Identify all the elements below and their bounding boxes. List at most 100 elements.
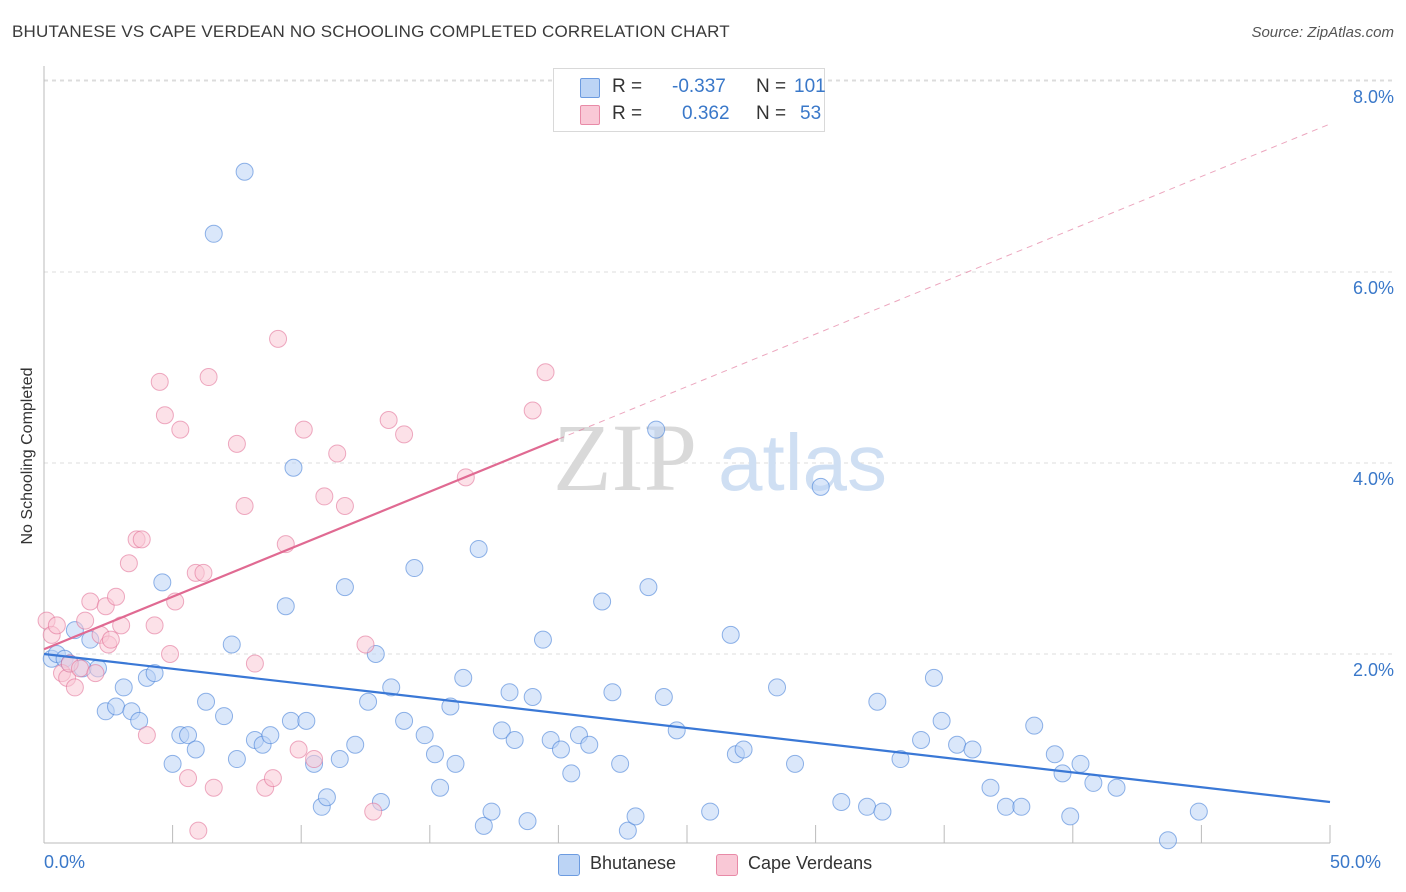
bhutanese-point [492, 721, 511, 740]
bhutanese-point [768, 678, 787, 697]
bhutanese-point [1025, 716, 1044, 735]
bhutanese-point [395, 711, 414, 730]
cape-verdean-point [227, 434, 246, 453]
cape-verdean-point [235, 496, 254, 515]
bhutanese-point [811, 477, 830, 496]
bhutanese-point [1084, 773, 1103, 792]
bhutanese-point [1107, 778, 1126, 797]
bhutanese-point [215, 707, 234, 726]
bhutanese-point [197, 692, 216, 711]
cape-verdean-point [145, 616, 164, 635]
cape-verdean-point [71, 659, 90, 678]
bhutanese-point [297, 711, 316, 730]
bhutanese-point [611, 754, 630, 773]
bhutanese-point [868, 692, 887, 711]
bhutanese-point [281, 711, 300, 730]
cape-verdean-trend-line [43, 438, 559, 651]
bhutanese-point [382, 678, 401, 697]
y-tick-label-8: 8.0% [1352, 87, 1394, 107]
cape-verdean-point [101, 630, 120, 649]
bhutanese-point [580, 735, 599, 754]
bhutanese-point [858, 797, 877, 816]
cape-verdean-point [315, 487, 334, 506]
y-tick-label-6: 6.0% [1352, 278, 1394, 298]
x-tick-label-max: 50.0% [1330, 852, 1382, 872]
bottom-legend-swatch-bhutanese [558, 854, 580, 876]
bhutanese-point [425, 745, 444, 764]
bhutanese-point [482, 802, 501, 821]
cape-verdean-point [523, 401, 542, 420]
legend-n-label: N = [756, 76, 787, 97]
cape-verdean-point [137, 726, 156, 745]
cape-verdean-point [161, 645, 180, 663]
bhutanese-point [235, 162, 254, 181]
bhutanese-point [1061, 807, 1080, 826]
legend-n-label: N = [756, 103, 787, 124]
cape-verdean-point [245, 654, 264, 673]
bhutanese-point [474, 816, 493, 835]
cape-verdean-point [356, 635, 375, 654]
legend-r-label: R = [612, 76, 643, 97]
bhutanese-point [261, 726, 280, 745]
bhutanese-point [330, 750, 349, 769]
bhutanese-point [454, 668, 473, 687]
bhutanese-point [1189, 802, 1208, 821]
cape-verdean-point [379, 411, 398, 430]
bhutanese-point [647, 420, 666, 439]
bhutanese-point [721, 625, 740, 644]
bhutanese-point [1053, 764, 1072, 783]
cape-verdean-point [294, 420, 313, 439]
bhutanese-point [359, 692, 378, 711]
legend-n-value-bhutanese: 101 [794, 76, 826, 97]
bhutanese-point [1045, 745, 1064, 764]
bhutanese-point [227, 750, 246, 769]
bhutanese-point [603, 683, 622, 702]
bhutanese-point [551, 740, 570, 759]
cape-verdean-point [171, 420, 190, 439]
cape-verdean-point [194, 563, 213, 582]
cape-verdean-trend-extension [558, 123, 1331, 440]
bhutanese-point [912, 730, 931, 749]
cape-verdean-point [269, 329, 288, 348]
bhutanese-point [1158, 831, 1177, 850]
cape-verdean-point [204, 778, 223, 797]
cape-verdean-point [536, 363, 555, 382]
cape-verdean-point [47, 616, 66, 635]
cape-verdean-point [107, 587, 126, 606]
cape-verdean-point [364, 802, 383, 821]
cape-verdean-point [289, 740, 308, 759]
bhutanese-point [932, 711, 951, 730]
bhutanese-point [593, 592, 612, 611]
cape-verdean-point [76, 611, 95, 630]
bhutanese-point [222, 635, 241, 654]
bhutanese-point [948, 735, 967, 754]
bhutanese-point [114, 678, 133, 697]
bhutanese-point [415, 726, 434, 745]
cape-verdean-point [132, 530, 151, 549]
bhutanese-point [1012, 797, 1031, 816]
bhutanese-point [639, 578, 658, 597]
bhutanese-point [533, 630, 552, 649]
bhutanese-point [1071, 754, 1090, 773]
legend-swatch-bhutanese [580, 78, 600, 98]
cape-verdean-point [395, 425, 414, 444]
bhutanese-point [107, 697, 126, 716]
bhutanese-point [832, 793, 851, 812]
bhutanese-point [518, 812, 537, 831]
legend-r-label: R = [612, 103, 643, 124]
bhutanese-point [523, 687, 542, 706]
bhutanese-point [963, 740, 982, 759]
bhutanese-point [405, 559, 424, 578]
y-tick-label-2: 2.0% [1352, 660, 1394, 680]
bhutanese-trend-line [43, 652, 1331, 804]
bhutanese-point [284, 458, 303, 477]
legend-swatch-cape-verdeans [580, 105, 600, 125]
correlation-legend: R = -0.337 N = 101 R = 0.362 N = 53 [553, 68, 826, 132]
bhutanese-point [734, 740, 753, 759]
cape-verdean-point [81, 592, 100, 611]
cape-verdean-point [119, 554, 138, 573]
cape-verdean-point [263, 769, 282, 788]
bhutanese-point [981, 778, 1000, 797]
bhutanese-point [276, 597, 295, 616]
